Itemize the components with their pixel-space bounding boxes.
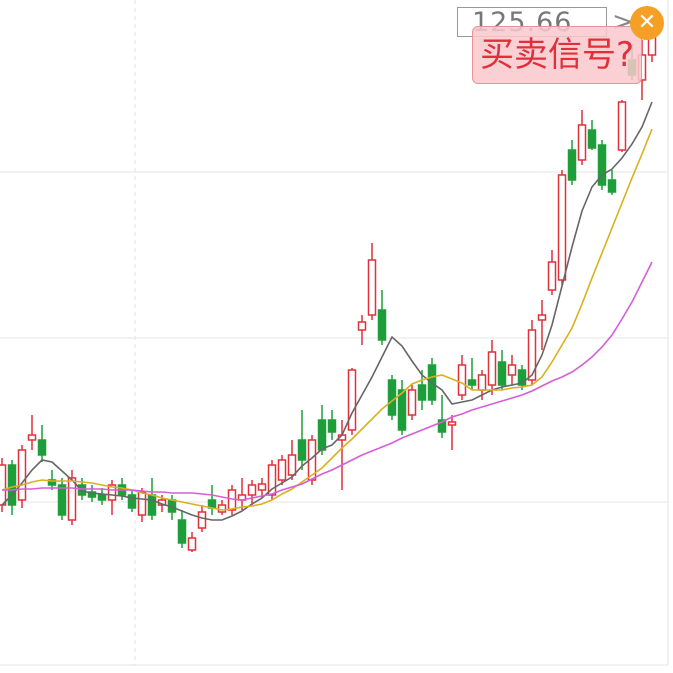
candle-body [257, 483, 267, 491]
moving-average [1, 128, 653, 511]
candle-body [367, 259, 377, 316]
signal-button[interactable]: 买卖信号? [472, 26, 642, 84]
candle-body [377, 309, 387, 341]
candle-body [297, 439, 307, 461]
candle-body [287, 454, 297, 476]
candle-body [57, 484, 67, 516]
candle-body [557, 174, 567, 281]
candle-body [547, 261, 557, 291]
candle-body [477, 374, 487, 391]
candle-body [397, 389, 407, 431]
candle-body [357, 321, 367, 331]
moving-average [1, 101, 653, 521]
candle-body [387, 379, 397, 416]
moving-average [2, 261, 653, 501]
candle-body [187, 537, 197, 551]
candle-body [87, 491, 97, 498]
candle-body [147, 494, 157, 516]
candle-body [577, 124, 587, 161]
candle-body [607, 179, 617, 193]
candle-body [247, 484, 257, 496]
candle-body [107, 484, 117, 501]
candle-body [267, 464, 277, 496]
candle-body [407, 389, 417, 416]
candle-body [417, 384, 427, 401]
candle-body [217, 504, 227, 513]
candle-body [327, 419, 337, 433]
candle-body [617, 101, 627, 151]
candle-body [0, 464, 7, 506]
candle-body [37, 439, 47, 456]
candle-body [47, 479, 57, 486]
candle-body [137, 491, 147, 516]
candle-body [537, 314, 547, 321]
candle-body [347, 369, 357, 431]
candle-body [97, 494, 107, 501]
candle-body [567, 149, 577, 181]
candle-body [587, 129, 597, 149]
candle-body [527, 329, 537, 381]
candle-body [457, 364, 467, 396]
candle-body [317, 419, 327, 451]
candle-body [517, 369, 527, 386]
candle-body [447, 421, 457, 426]
candle-body [277, 459, 287, 481]
candle-body [197, 511, 207, 529]
candle-body [17, 449, 27, 501]
candle-body [177, 519, 187, 544]
candle-body [497, 361, 507, 386]
candle-body [7, 464, 17, 506]
candle-body [27, 434, 37, 441]
candle-body [507, 364, 517, 376]
candle-body [67, 477, 77, 521]
candle-body [597, 144, 607, 186]
candle-body [127, 494, 137, 509]
candle-body [437, 419, 447, 433]
close-button[interactable]: ✕ [630, 6, 664, 40]
candle-body [467, 379, 477, 386]
candle-body [487, 351, 497, 386]
